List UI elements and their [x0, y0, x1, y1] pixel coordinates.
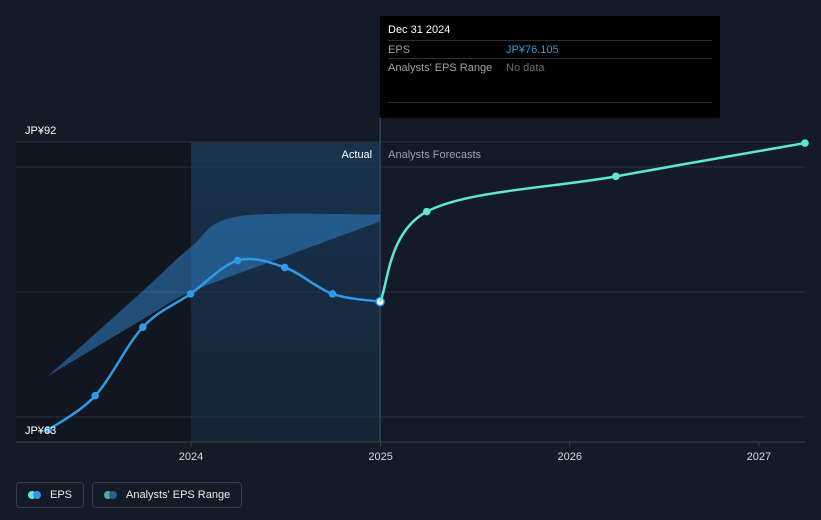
tooltip-eps-value: JP¥76.105: [506, 43, 559, 56]
legend-eps-label: EPS: [50, 489, 73, 501]
y-axis-bottom-label: JP¥63: [25, 425, 56, 437]
data-point-0-5: [280, 263, 289, 272]
data-point-0-3: [186, 290, 195, 298]
tooltip: Dec 31 2024 EPS JP¥76.105 Analysts' EPS …: [380, 16, 720, 118]
data-point-0-6: [328, 290, 337, 298]
data-point-1-2: [612, 172, 620, 181]
legend-range-toggle[interactable]: Analysts' EPS Range: [92, 482, 243, 508]
series-line-1: [378, 141, 806, 303]
tooltip-range-row: Analysts' EPS Range No data: [388, 58, 712, 76]
range-swatch-icon: [104, 491, 118, 499]
y-axis-top-label: JP¥92: [25, 125, 56, 137]
series-line-0: [47, 257, 381, 432]
analysts-eps-range-band: [48, 213, 381, 377]
legend: EPS Analysts' EPS Range: [16, 482, 243, 508]
data-point-0-2: [139, 323, 147, 331]
x-tick-label-2026: 2026: [558, 451, 582, 463]
tooltip-eps-label: EPS: [388, 43, 411, 56]
x-tick-label-2027: 2027: [747, 451, 771, 463]
data-point-0-4: [233, 256, 242, 265]
tooltip-date: Dec 31 2024: [388, 24, 451, 36]
legend-eps-toggle[interactable]: EPS: [16, 482, 85, 508]
tooltip-divider: [388, 102, 712, 103]
actual-label: Actual: [342, 149, 373, 161]
x-tick-label-2025: 2025: [368, 451, 392, 463]
forecast-label: Analysts Forecasts: [388, 149, 481, 161]
data-point-1-3: [801, 139, 809, 147]
eps-swatch-icon: [28, 491, 42, 499]
tooltip-range-label: Analysts' EPS Range: [388, 61, 493, 74]
legend-range-label: Analysts' EPS Range: [126, 489, 231, 501]
x-tick-label-2024: 2024: [179, 451, 203, 463]
tooltip-range-value: No data: [506, 61, 545, 74]
data-point-1-1: [422, 207, 431, 216]
tooltip-eps-row: EPS JP¥76.105: [388, 40, 712, 58]
data-point-0-0: [44, 426, 52, 434]
data-point-0-1: [91, 391, 99, 400]
